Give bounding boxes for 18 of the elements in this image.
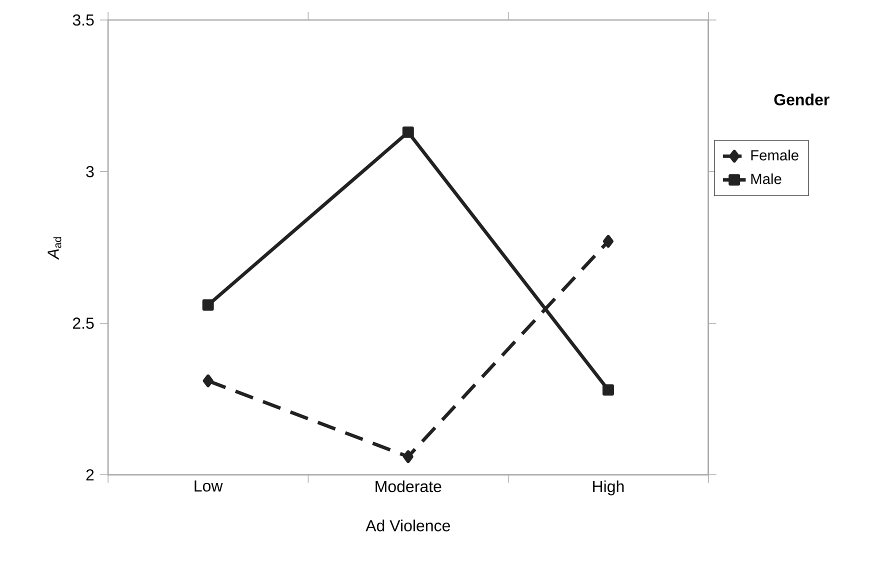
- x-tick-label: High: [593, 480, 624, 496]
- point: [602, 384, 614, 396]
- y-tick-label: 3: [86, 166, 94, 178]
- point: [202, 299, 214, 311]
- legend-label: Female: [751, 150, 798, 161]
- legend-title: Gender: [774, 94, 830, 106]
- x-tick-label: Moderate: [376, 480, 442, 492]
- y-axis-title: A$_{ad}$: [48, 237, 62, 260]
- point: [402, 126, 414, 138]
- x-tick-label: Low: [194, 480, 223, 492]
- y-tick-label: 2: [86, 469, 94, 480]
- point: [402, 450, 414, 464]
- point: [602, 235, 614, 248]
- point: [202, 374, 214, 388]
- legend-label: Male: [751, 173, 782, 184]
- y-tick-label: 3.5: [72, 14, 94, 26]
- y-tick-label: 2.5: [72, 318, 94, 329]
- x-axis-title: Ad Violence: [366, 520, 450, 532]
